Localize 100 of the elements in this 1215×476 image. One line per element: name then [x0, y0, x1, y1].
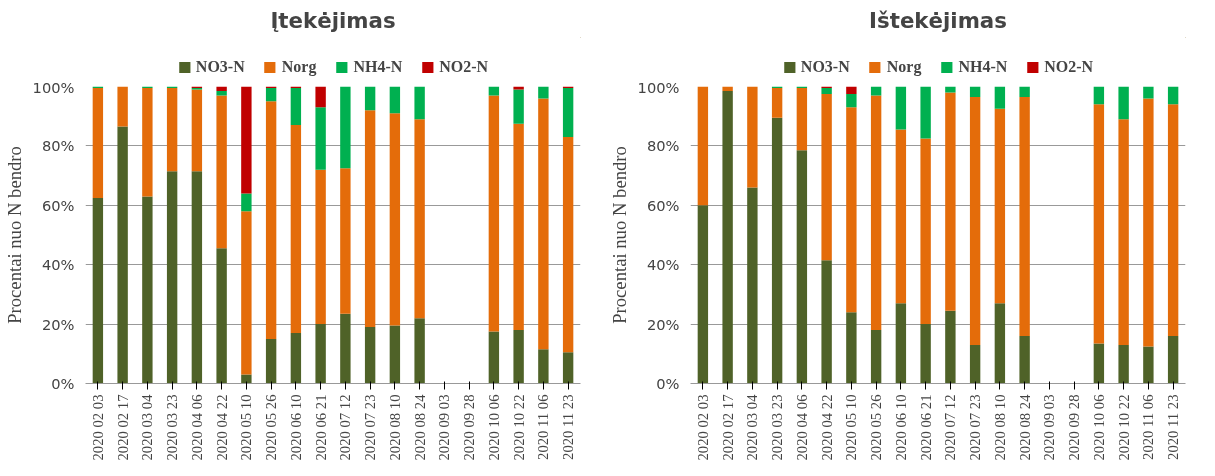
bar [241, 211, 252, 375]
legend-label: NO2-N [1044, 58, 1094, 76]
bar [846, 312, 857, 384]
bar [562, 87, 574, 137]
bar [92, 87, 104, 198]
x-tick-label: 2020 03 04 [139, 393, 156, 461]
bar [290, 125, 302, 334]
x-tick-label: 2020 09 03 [436, 394, 453, 461]
x-tick-label: 2020 11 06 [1140, 394, 1157, 460]
bar [191, 171, 203, 384]
bar [166, 171, 178, 384]
bar [994, 108, 1006, 304]
bar [142, 87, 153, 197]
bar [166, 87, 178, 172]
x-tick-label: 2020 08 24 [411, 393, 428, 461]
bar [315, 169, 326, 325]
x-tick-label: 2020 09 28 [1066, 394, 1083, 461]
bar [92, 197, 104, 384]
y-tick-label: 20% [646, 315, 680, 333]
x-tick-label: 2020 07 12 [942, 394, 959, 461]
chart-title: Įtekėjimas [270, 7, 396, 33]
legend-label: NH4-N [353, 58, 403, 76]
x-tick-label: 2020 10 22 [510, 394, 527, 461]
bar [1093, 104, 1105, 344]
bar [389, 86, 401, 114]
bar [969, 344, 981, 384]
y-tick-label: 80% [646, 137, 680, 155]
x-tick-label: 2020 06 21 [312, 394, 329, 461]
bar [747, 86, 758, 188]
bar [771, 87, 783, 118]
bar [969, 86, 981, 97]
bar [821, 93, 832, 261]
bar [821, 260, 832, 384]
bar [796, 87, 808, 151]
bar [414, 318, 425, 384]
bar [870, 95, 882, 331]
bar [513, 123, 524, 331]
bar [340, 168, 351, 314]
bar [241, 374, 252, 384]
x-tick-label: 2020 05 10 [843, 394, 860, 461]
bar [870, 330, 882, 384]
bar [722, 90, 733, 384]
x-tick-label: 2020 06 10 [287, 394, 304, 461]
bar [1093, 86, 1105, 105]
x-tick-label: 2020 02 17 [114, 394, 131, 461]
x-tick-label: 2020 11 23 [1165, 394, 1182, 460]
bar [538, 86, 549, 99]
bar [216, 90, 227, 96]
bar [562, 352, 574, 384]
x-tick-label: 2020 02 03 [694, 394, 711, 461]
bar [340, 313, 351, 384]
legend-label: NH4-N [958, 58, 1008, 76]
bar [994, 303, 1006, 384]
bar [846, 86, 857, 94]
bar [771, 117, 783, 384]
bar [1143, 86, 1154, 99]
x-tick-label: 2020 11 23 [560, 394, 577, 460]
bar [994, 86, 1006, 109]
y-tick-label: 20% [41, 315, 75, 333]
y-tick-label: 100% [32, 78, 75, 96]
y-tick-label: 60% [41, 196, 75, 214]
chart-title: Ištekėjimas [869, 7, 1007, 33]
bar [117, 86, 128, 127]
bar [945, 92, 956, 311]
bar [945, 310, 956, 384]
bar [142, 196, 153, 384]
x-tick-label: 2020 07 12 [337, 394, 354, 461]
x-tick-label: 2020 02 03 [89, 394, 106, 461]
bar [1093, 343, 1105, 384]
bar [1019, 86, 1030, 97]
bar [895, 129, 907, 304]
y-axis-title: Procentai nuo N bendro [3, 146, 25, 324]
y-tick-label: 0% [656, 375, 680, 392]
bar [216, 86, 227, 91]
x-tick-label: 2020 10 06 [1090, 394, 1107, 461]
bar [364, 110, 376, 328]
bar [414, 86, 425, 120]
bar [1118, 344, 1129, 384]
x-tick-label: 2020 04 22 [213, 394, 230, 461]
legend-label: Norg [281, 58, 317, 76]
x-tick-label: 2020 07 23 [967, 394, 984, 461]
bar [895, 86, 907, 130]
bar [796, 150, 808, 384]
x-tick-label: 2020 10 06 [485, 394, 502, 461]
bar [117, 126, 128, 384]
y-tick-label: 40% [646, 256, 680, 274]
x-tick-label: 2020 05 10 [238, 394, 255, 461]
bar [821, 87, 832, 94]
x-tick-label: 2020 02 17 [719, 394, 736, 461]
bar [846, 93, 857, 108]
x-tick-label: 2020 11 06 [535, 394, 552, 460]
legend-label: NO3-N [800, 58, 850, 76]
bar [846, 107, 857, 313]
bar [1143, 98, 1154, 347]
bar [315, 107, 326, 170]
bar [340, 86, 351, 169]
bar [241, 193, 252, 212]
y-tick-label: 40% [41, 256, 75, 274]
bar [513, 89, 524, 124]
y-tick-label: 80% [41, 137, 75, 155]
